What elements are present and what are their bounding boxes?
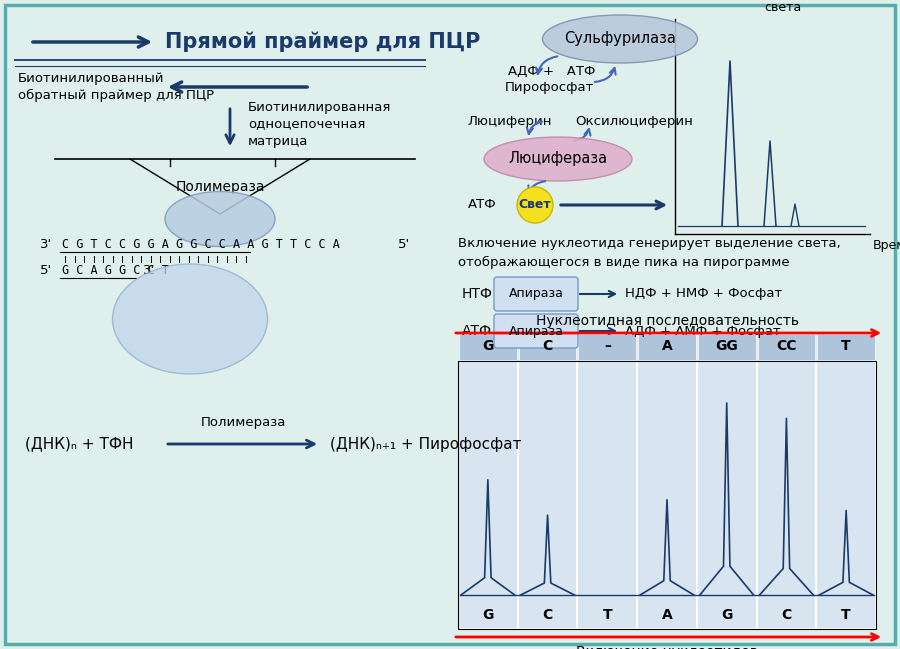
Text: T: T [602, 608, 612, 622]
Text: Пирофосфат: Пирофосфат [505, 82, 594, 95]
Text: T: T [842, 339, 851, 353]
Text: Люцифераза: Люцифераза [508, 151, 608, 167]
Ellipse shape [543, 15, 698, 63]
Text: G C A G G C C T: G C A G G C C T [62, 265, 169, 278]
Text: (ДНК)ₙ₊₁ + Пирофосфат: (ДНК)ₙ₊₁ + Пирофосфат [330, 437, 522, 452]
FancyBboxPatch shape [817, 334, 875, 360]
Text: A: A [662, 339, 672, 353]
FancyBboxPatch shape [698, 334, 756, 360]
Ellipse shape [112, 264, 267, 374]
FancyBboxPatch shape [494, 314, 578, 348]
FancyBboxPatch shape [638, 362, 696, 628]
Text: Свет: Свет [518, 199, 552, 212]
Circle shape [517, 187, 553, 223]
FancyBboxPatch shape [579, 362, 636, 628]
Text: АТФ: АТФ [462, 324, 492, 338]
FancyBboxPatch shape [458, 361, 876, 629]
Text: CC: CC [776, 339, 796, 353]
Text: C G T C C G G A G G C C A A G T T C C A: C G T C C G G A G G C C A A G T T C C A [62, 238, 340, 252]
Text: 3': 3' [40, 238, 52, 252]
Text: 5': 5' [398, 238, 410, 252]
Text: C: C [781, 608, 792, 622]
FancyBboxPatch shape [579, 334, 636, 360]
Text: Нуклеотидная последовательность: Нуклеотидная последовательность [536, 314, 798, 328]
Ellipse shape [165, 191, 275, 247]
FancyBboxPatch shape [758, 362, 815, 628]
Text: Апираза: Апираза [508, 288, 563, 300]
Text: Сульфурилаза: Сульфурилаза [564, 32, 676, 47]
Text: G: G [482, 608, 493, 622]
FancyBboxPatch shape [518, 362, 576, 628]
Text: GG: GG [716, 339, 738, 353]
Text: –: – [604, 339, 611, 353]
Text: Уровень
света: Уровень света [756, 0, 809, 14]
Text: Прямой праймер для ПЦР: Прямой праймер для ПЦР [165, 32, 481, 53]
Text: G: G [721, 608, 733, 622]
Text: G: G [482, 339, 493, 353]
FancyBboxPatch shape [758, 334, 815, 360]
Text: Включение нуклеотида генерирует выделение света,
отображающегося в виде пика на : Включение нуклеотида генерирует выделени… [458, 238, 841, 269]
Text: Биотинилированный
обратный праймер для ПЦР: Биотинилированный обратный праймер для П… [18, 71, 214, 103]
Text: Время: Время [873, 239, 900, 252]
Text: АДФ +   АТФ: АДФ + АТФ [508, 64, 596, 77]
Text: АТФ: АТФ [468, 199, 497, 212]
Text: АДФ + АМФ + Фосфат: АДФ + АМФ + Фосфат [625, 324, 780, 337]
Text: Оксилюциферин: Оксилюциферин [575, 114, 693, 127]
Text: Полимераза: Полимераза [176, 180, 265, 194]
Ellipse shape [484, 137, 632, 181]
FancyBboxPatch shape [698, 362, 756, 628]
Text: НДФ + НМФ + Фосфат: НДФ + НМФ + Фосфат [625, 288, 782, 300]
Text: Апираза: Апираза [508, 324, 563, 337]
FancyBboxPatch shape [817, 362, 875, 628]
Text: Включение нуклеотидов: Включение нуклеотидов [576, 645, 758, 649]
Text: A: A [662, 608, 672, 622]
Text: 3': 3' [143, 265, 155, 278]
FancyBboxPatch shape [5, 5, 895, 644]
FancyBboxPatch shape [459, 362, 517, 628]
Text: C: C [543, 339, 553, 353]
Text: C: C [543, 608, 553, 622]
FancyBboxPatch shape [518, 334, 576, 360]
Text: Люциферин: Люциферин [468, 114, 553, 127]
Text: НТФ: НТФ [462, 287, 493, 301]
FancyBboxPatch shape [494, 277, 578, 311]
Text: Полимераза: Полимераза [201, 416, 285, 429]
Text: Биотинилированная
одноцепочечная
матрица: Биотинилированная одноцепочечная матрица [248, 101, 392, 147]
FancyBboxPatch shape [638, 334, 696, 360]
Text: (ДНК)ₙ + ТФН: (ДНК)ₙ + ТФН [25, 437, 133, 452]
FancyBboxPatch shape [459, 334, 517, 360]
Text: T: T [842, 608, 851, 622]
Text: 5': 5' [40, 265, 52, 278]
